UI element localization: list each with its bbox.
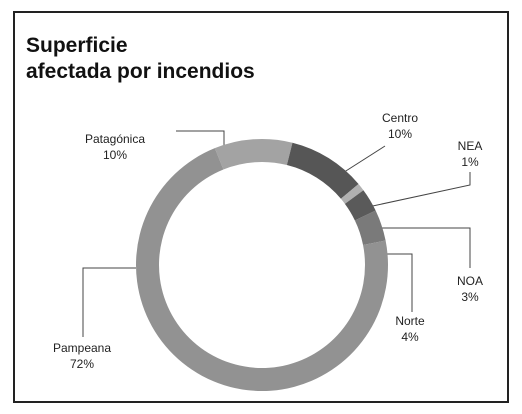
value-label: 72% [70, 357, 94, 371]
donut-slice [354, 210, 386, 245]
value-label: 1% [461, 155, 479, 169]
chart-title: Superficie [26, 34, 128, 57]
donut-slice [214, 139, 293, 170]
leader-line [82, 267, 136, 337]
value-label: 10% [388, 127, 412, 141]
leader-line [377, 227, 471, 268]
category-label: Patagónica [85, 132, 145, 146]
category-label: NEA [458, 139, 483, 153]
value-label: 10% [103, 148, 127, 162]
category-label: NOA [457, 274, 483, 288]
frame [13, 11, 509, 403]
leader-line [367, 172, 471, 208]
donut-slice [340, 184, 364, 204]
leader-line [382, 253, 413, 312]
category-label: Pampeana [53, 341, 111, 355]
donut-slice [286, 142, 359, 199]
chart-title: afectada por incendios [26, 60, 255, 83]
value-label: 4% [401, 330, 419, 344]
value-label: 3% [461, 290, 479, 304]
donut-slice [344, 190, 376, 221]
category-label: Centro [382, 111, 418, 125]
category-label: Norte [395, 314, 425, 328]
